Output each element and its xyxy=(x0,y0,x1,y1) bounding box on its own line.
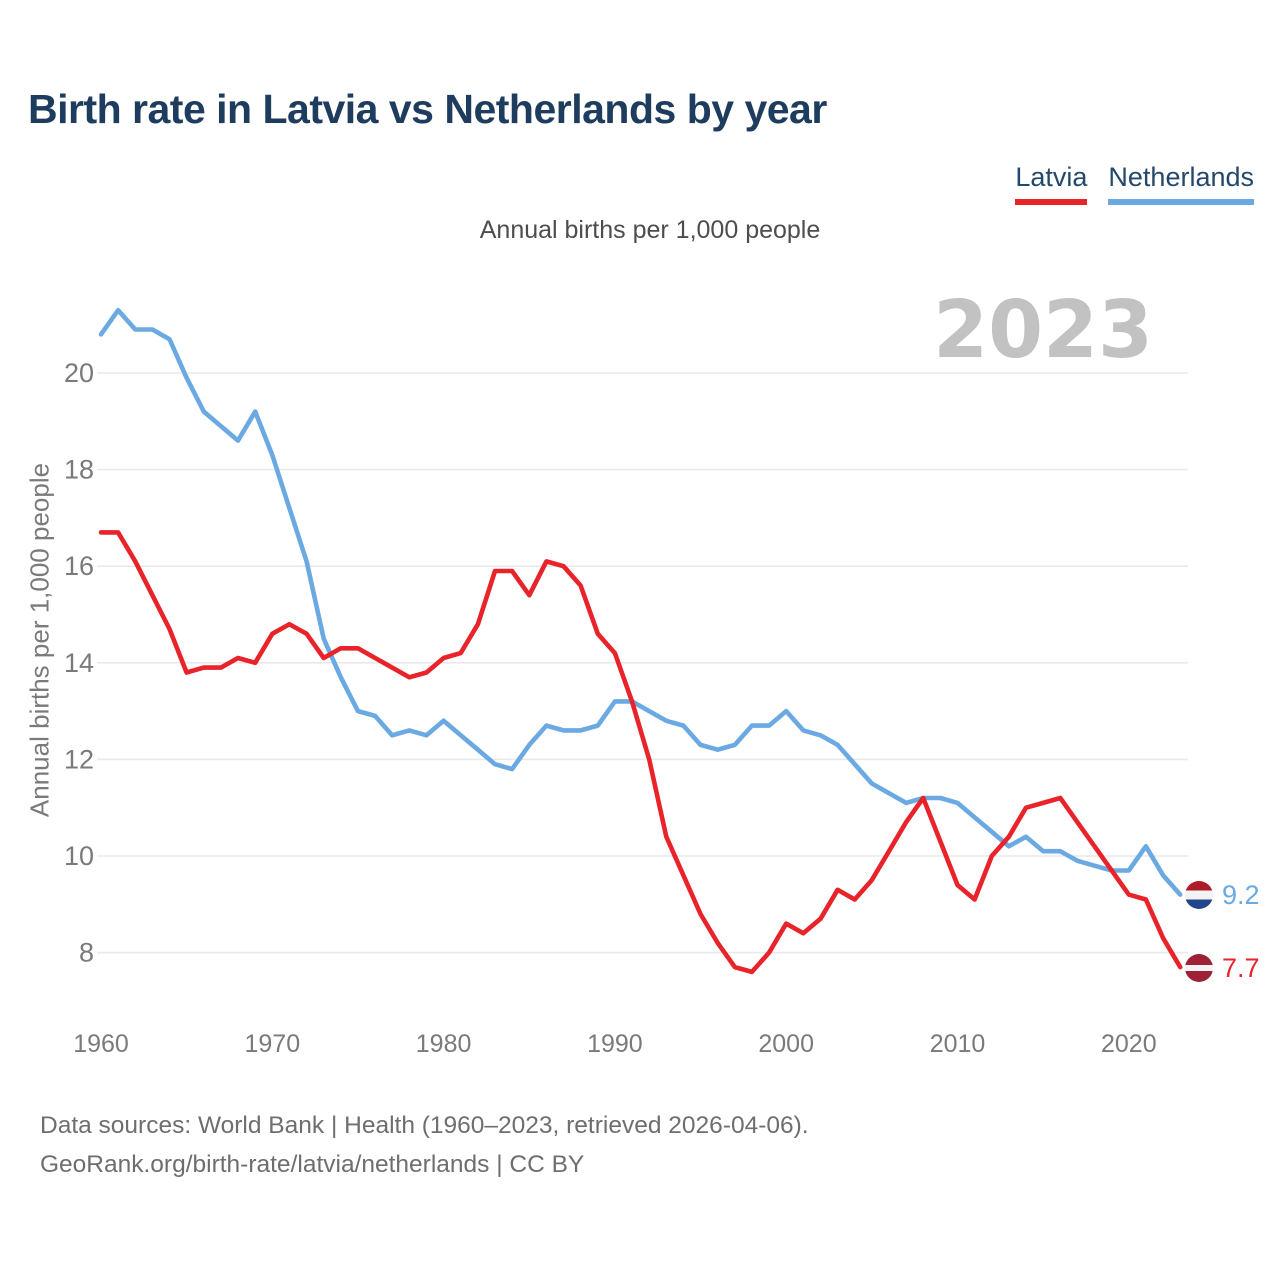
y-tick-label: 16 xyxy=(64,551,94,581)
x-tick-label: 1980 xyxy=(416,1030,472,1058)
footer-data-sources: Data sources: World Bank | Health (1960–… xyxy=(40,1112,809,1139)
y-tick-label: 18 xyxy=(64,455,94,485)
netherlands-end-value: 9.2 xyxy=(1222,880,1260,910)
netherlands-line xyxy=(98,307,1183,897)
x-axis-labels: 1960 1970 1980 1990 2000 2010 2020 xyxy=(73,1030,1156,1058)
y-tick-label: 10 xyxy=(64,841,94,871)
x-tick-label: 1960 xyxy=(73,1030,129,1058)
year-watermark: 2023 xyxy=(933,284,1153,376)
netherlands-flag-icon xyxy=(1185,881,1213,909)
y-tick-label: 12 xyxy=(64,744,94,774)
chart-subtitle: Annual births per 1,000 people xyxy=(479,216,821,244)
series-lines xyxy=(98,307,1183,975)
x-tick-label: 2000 xyxy=(758,1030,814,1058)
x-tick-label: 2020 xyxy=(1101,1030,1157,1058)
latvia-end-value: 7.7 xyxy=(1222,953,1260,983)
footer: Data sources: World Bank | Health (1960–… xyxy=(40,1106,809,1184)
gridlines xyxy=(97,372,1188,954)
x-tick-label: 1970 xyxy=(244,1030,300,1058)
legend-item-latvia[interactable]: Latvia xyxy=(1015,162,1088,205)
latvia-flag-icon xyxy=(1185,954,1213,982)
latvia-line xyxy=(98,530,1183,975)
footer-attribution: GeoRank.org/birth-rate/latvia/netherland… xyxy=(40,1151,585,1178)
x-tick-label: 2010 xyxy=(930,1030,986,1058)
y-axis-labels: 8 10 12 14 16 18 20 xyxy=(64,358,94,968)
legend-item-netherlands[interactable]: Netherlands xyxy=(1108,162,1254,205)
y-tick-label: 8 xyxy=(79,938,94,968)
legend: Latvia Netherlands xyxy=(1015,162,1254,205)
x-tick-label: 1990 xyxy=(587,1030,643,1058)
y-tick-label: 14 xyxy=(64,648,94,678)
page-title: Birth rate in Latvia vs Netherlands by y… xyxy=(28,86,827,132)
y-tick-label: 20 xyxy=(64,358,94,388)
